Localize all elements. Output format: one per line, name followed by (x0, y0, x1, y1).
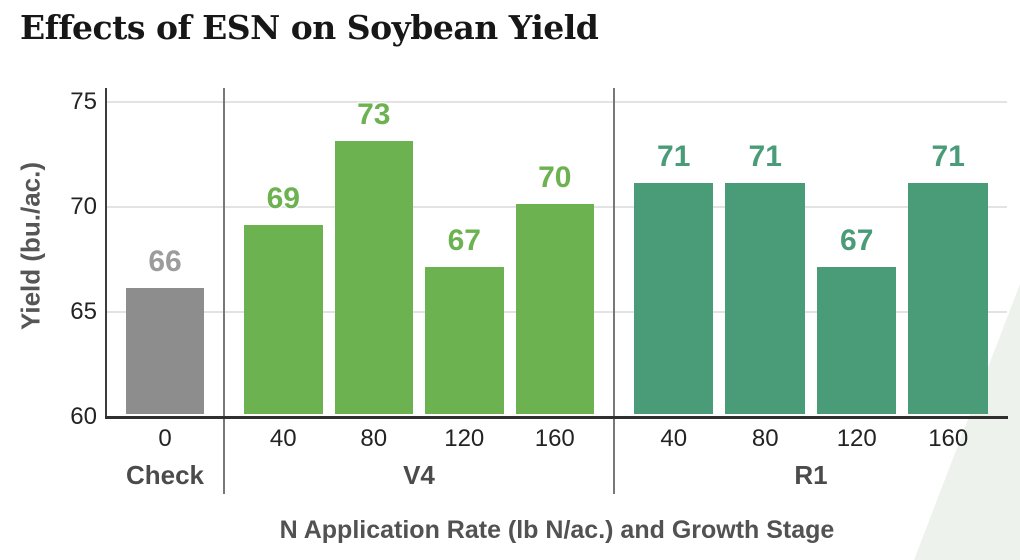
y-tick-label: 70 (70, 193, 97, 220)
bar-value-label: 66 (148, 245, 182, 279)
bar (244, 225, 323, 415)
bar-value-label: 71 (657, 140, 691, 174)
bar (908, 183, 988, 415)
y-tick-label: 65 (70, 298, 97, 325)
bar-column: 66 (126, 88, 204, 415)
bar-value-label: 70 (538, 161, 572, 195)
bar (515, 204, 594, 415)
bar (816, 267, 897, 415)
group-section-check: 66 0 Check (107, 88, 223, 494)
bar-column: 70 (515, 88, 594, 415)
bar-value-label: 71 (748, 140, 782, 174)
bar-column: 67 (425, 88, 504, 415)
y-axis-tick-labels: 60 65 70 75 (0, 0, 97, 560)
bar-value-label: 67 (840, 224, 874, 258)
y-axis-line (105, 88, 107, 419)
y-tick-label: 60 (70, 403, 97, 430)
bars-row: 71 71 67 71 (615, 88, 1007, 415)
x-tick-label: 120 (836, 425, 877, 453)
bar-column: 71 (908, 88, 988, 415)
bar-value-label: 67 (447, 224, 481, 258)
bar-column: 69 (244, 88, 323, 415)
bar-column: 71 (725, 88, 805, 415)
y-tick-label: 75 (70, 88, 97, 115)
bar-groups: 66 0 Check 69 73 67 70 40 80 120 160 V4 71 71 67 71 40 80… (107, 88, 1007, 494)
x-tick-row: 40 80 120 160 (615, 422, 1007, 456)
bar-column: 71 (633, 88, 714, 415)
x-tick-label: 160 (534, 425, 575, 453)
group-label: Check (125, 460, 205, 491)
y-axis-title: Yield (bu./ac.) (15, 161, 46, 331)
group-label: V4 (403, 460, 435, 491)
bar-value-label: 73 (357, 98, 391, 132)
bars-row: 69 73 67 70 (225, 88, 613, 415)
x-tick-label: 80 (751, 425, 779, 453)
x-tick-label: 160 (928, 425, 969, 453)
x-tick-label: 80 (360, 425, 388, 453)
chart-title: Effects of ESN on Soybean Yield (20, 8, 599, 47)
group-label: R1 (794, 460, 828, 491)
bar (126, 288, 204, 415)
group-section-v4: 69 73 67 70 40 80 120 160 V4 (223, 88, 613, 494)
group-section-r1: 71 71 67 71 40 80 120 160 R1 (612, 88, 1007, 494)
bars-row: 66 (107, 88, 223, 415)
x-tick-row: 40 80 120 160 (225, 422, 613, 456)
x-tick-label: 0 (158, 425, 172, 453)
bar (334, 141, 413, 415)
bar (633, 183, 714, 415)
x-axis-title: N Application Rate (lb N/ac.) and Growth… (279, 516, 835, 544)
x-tick-label: 120 (444, 425, 485, 453)
bar (725, 183, 805, 415)
x-tick-row: 0 (107, 422, 223, 456)
gridline (107, 101, 1007, 103)
bar-column: 67 (816, 88, 897, 415)
bar-value-label: 69 (266, 182, 300, 216)
bar-column: 73 (334, 88, 413, 415)
x-tick-label: 40 (660, 425, 688, 453)
x-axis-line (105, 416, 1008, 419)
x-tick-label: 40 (269, 425, 297, 453)
bar-value-label: 71 (931, 140, 965, 174)
bar (425, 267, 504, 415)
